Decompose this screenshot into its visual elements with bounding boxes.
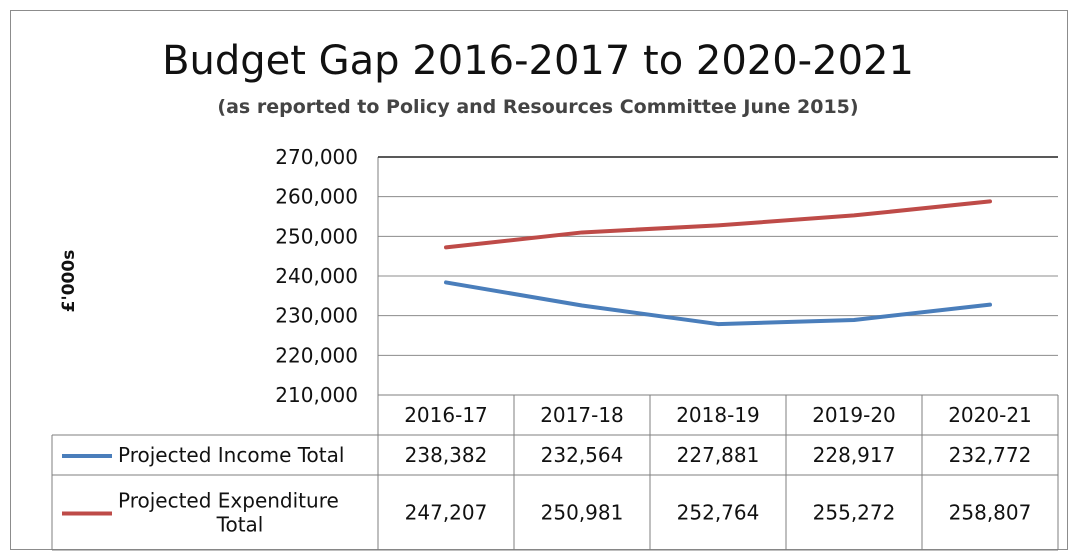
y-axis-tick-labels: 210,000 220,000 230,000 240,000 250,000 260,0… — [275, 145, 358, 407]
grid-lines — [378, 156, 1058, 396]
data-value-label: 247,207 — [405, 501, 488, 525]
x-tick-label: 2019-20 — [812, 403, 896, 427]
data-value-label: 252,764 — [677, 501, 760, 525]
data-value-label: 227,881 — [677, 443, 760, 467]
series-line-1 — [444, 280, 992, 327]
x-tick-label: 2017-18 — [540, 403, 624, 427]
plot-area — [377, 156, 1058, 550]
legend-label: Projected Income Total — [118, 443, 344, 467]
data-table: 2016-17 2017-18 2018-19 2019-20 2020-21 Proje… — [51, 394, 1059, 551]
y-tick-label: 210,000 — [275, 383, 358, 407]
data-value-label: 232,564 — [541, 443, 624, 467]
y-tick-label: 240,000 — [275, 264, 358, 288]
x-tick-label: 2018-19 — [676, 403, 760, 427]
data-value-label: 250,981 — [541, 501, 624, 525]
y-axis-label: £'000s — [59, 250, 79, 313]
y-tick-label: 250,000 — [275, 224, 358, 248]
data-value-label: 232,772 — [949, 443, 1032, 467]
y-tick-label: 220,000 — [275, 343, 358, 367]
legend-label: Projected Expenditure — [118, 489, 339, 513]
data-value-label: 258,807 — [949, 501, 1032, 525]
data-value-label: 255,272 — [813, 501, 896, 525]
series-lines — [444, 199, 992, 327]
x-tick-label: 2016-17 — [404, 403, 488, 427]
y-tick-label: 270,000 — [275, 145, 358, 169]
data-value-label: 228,917 — [813, 443, 896, 467]
chart-title: Budget Gap 2016-2017 to 2020-2021 — [162, 38, 914, 84]
legend-label: Total — [216, 513, 264, 537]
chart-subtitle: (as reported to Policy and Resources Com… — [217, 96, 859, 118]
series-line-2 — [444, 199, 992, 250]
x-tick-label: 2020-21 — [948, 403, 1032, 427]
y-tick-label: 260,000 — [275, 185, 358, 209]
data-value-label: 238,382 — [405, 443, 488, 467]
y-tick-label: 230,000 — [275, 304, 358, 328]
